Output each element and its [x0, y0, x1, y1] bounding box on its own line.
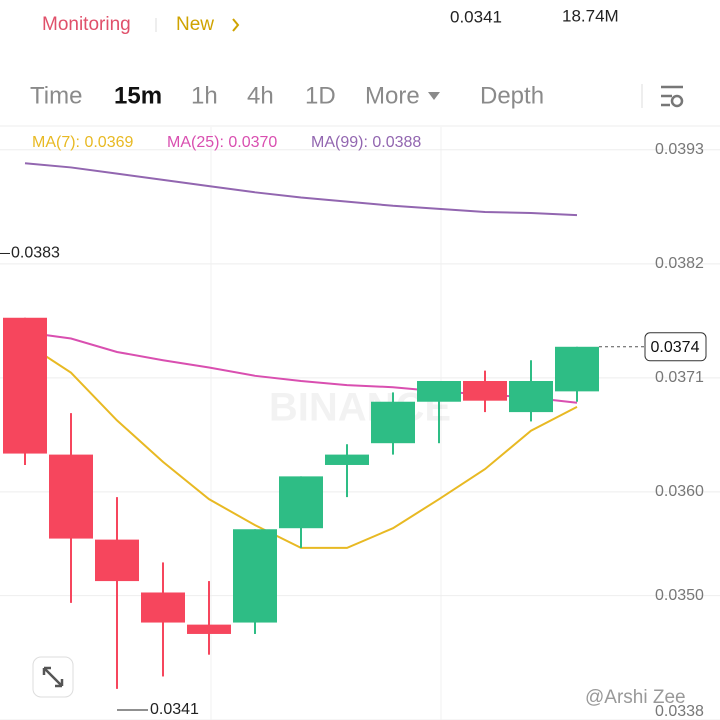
more-caret: [428, 92, 440, 100]
tab[interactable]: 15m: [114, 82, 162, 109]
new-link[interactable]: New: [176, 14, 214, 35]
candle-body: [233, 529, 277, 623]
candle-body: [279, 476, 323, 529]
candle-body: [371, 401, 415, 444]
chevron: [232, 18, 240, 32]
last-price-box: [644, 332, 707, 362]
legend-entry: MA(99): 0.0388: [311, 134, 421, 151]
candle-body: [417, 380, 461, 402]
legend-entry: MA(25): 0.0370: [167, 134, 277, 151]
legend-entry: MA(7): 0.0369: [32, 134, 133, 151]
tab[interactable]: More: [365, 82, 420, 109]
candle-body: [3, 317, 47, 454]
credit: @Arshi Zee: [585, 687, 686, 708]
candle-body: [95, 539, 139, 582]
y-tick-label: 0.0338: [655, 703, 704, 720]
y-tick-label: 0.0371: [655, 369, 704, 386]
plot: 0.0393 0.0382 0.0371 0.0360 0.0350 0.0338 MA(7…: [0, 134, 720, 720]
candle-body: [463, 380, 507, 401]
ma-line: [24, 162, 578, 217]
y-tick-label: 0.0393: [655, 141, 704, 158]
candle-body: [141, 592, 185, 623]
tab[interactable]: Time: [30, 82, 82, 109]
monitoring-link[interactable]: Monitoring: [42, 14, 131, 35]
candle-body: [187, 624, 231, 634]
y-tick-label: 0.0360: [655, 483, 704, 500]
last-price-label: 0.0374: [651, 339, 700, 356]
candle-body: [509, 380, 553, 413]
tab[interactable]: 1D: [305, 82, 336, 109]
max-label: 0.0383: [11, 245, 60, 262]
volume: 18.74M: [562, 6, 619, 25]
expand-icon: [42, 666, 64, 688]
settings-icon[interactable]: [661, 85, 684, 108]
ma-line: [24, 341, 578, 549]
candle-body: [325, 454, 369, 465]
tab[interactable]: 1h: [191, 82, 218, 109]
tab[interactable]: Depth: [480, 82, 544, 109]
min-label: 0.0341: [150, 701, 199, 718]
candle-body: [49, 454, 93, 539]
y-tick-label: 0.0382: [655, 255, 704, 272]
tab-bar: Time 15m 1h 4h 1D More Depth: [30, 82, 544, 109]
tab[interactable]: 4h: [247, 82, 274, 109]
low-24h: 0.0341: [450, 7, 502, 26]
candle-body: [555, 346, 599, 392]
y-tick-label: 0.0350: [655, 587, 704, 604]
